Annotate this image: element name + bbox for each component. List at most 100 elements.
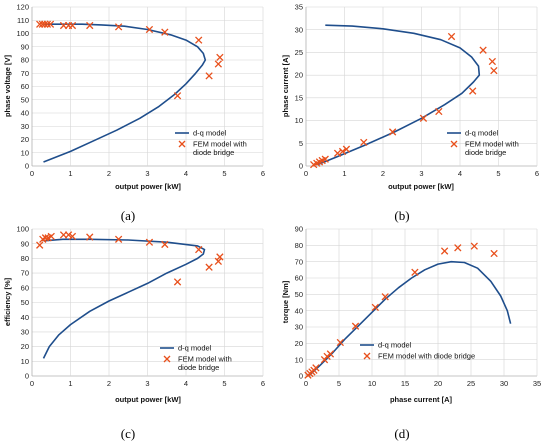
x-tick-label: 5 [337, 379, 341, 388]
x-tick-label: 0 [30, 379, 34, 388]
fem-marker [86, 233, 94, 241]
fem-marker [86, 21, 94, 30]
y-tick-label: 10 [21, 148, 29, 157]
fem-marker [68, 232, 77, 241]
fem-marker [470, 242, 478, 250]
legend-label-dq-model: d-q model [378, 341, 412, 350]
x-tick-label: 2 [107, 379, 111, 388]
fem-marker [41, 20, 49, 28]
x-tick-label: 6 [535, 169, 539, 178]
y-tick-label: 90 [21, 239, 29, 248]
series-line-dq-model [317, 24, 481, 166]
fem-marker [490, 66, 498, 75]
fem-marker [435, 107, 443, 116]
y-tick-label: 20 [295, 71, 303, 80]
x-tick-label: 3 [145, 169, 149, 178]
fem-marker [411, 268, 419, 276]
x-tick-label: 35 [533, 379, 541, 388]
y-tick-label: 60 [21, 283, 29, 292]
y-tick-label: 0 [25, 162, 29, 171]
x-tick-label: 0 [30, 169, 34, 178]
x-tick-label: 0 [304, 379, 308, 388]
chart-panel-2: 0 10 20 30 40 50 60 70 80 90 100 0 1 2 3 4 5 6 output powe… [3, 225, 265, 441]
y-tick-label: 5 [299, 139, 303, 148]
panel-label: (c) [121, 426, 135, 441]
chart-panel-3: 0 10 20 30 40 50 60 70 80 90 0 5 10 15 20 25 30 35 phase c… [281, 225, 541, 441]
fem-marker [388, 128, 397, 136]
panel-label: (a) [121, 208, 135, 223]
x-tick-label: 6 [261, 169, 265, 178]
fem-marker [216, 253, 224, 261]
fem-marker [145, 238, 154, 246]
y-tick-label: 40 [21, 313, 29, 322]
chart-panel-0: 0 10 20 30 40 50 60 70 80 90 100 110 120 0 1 2 3 4 5 6 outpu… [3, 3, 265, 223]
y-tick-label: 30 [21, 122, 29, 131]
y-tick-label: 30 [295, 323, 303, 332]
x-tick-label: 5 [222, 379, 226, 388]
fem-marker [161, 240, 169, 249]
y-tick-label: 90 [295, 225, 303, 234]
x-tick-label: 4 [184, 169, 188, 178]
y-tick-label: 110 [17, 16, 29, 25]
series-line-dq-model [308, 260, 512, 376]
fem-marker [479, 46, 487, 54]
fem-marker [173, 92, 182, 100]
fem-marker [36, 241, 44, 249]
fem-marker [338, 147, 347, 156]
y-tick-label: 60 [21, 82, 29, 91]
y-tick-label: 60 [295, 274, 303, 283]
legend-label-fem: diode bridge [465, 148, 506, 157]
y-tick-label: 70 [21, 269, 29, 278]
fem-marker [68, 21, 77, 30]
y-tick-label: 100 [16, 225, 29, 234]
y-tick-label: 0 [299, 372, 303, 381]
legend: d-q model FEM model with diode bridge [360, 341, 475, 361]
legend-marker-swatch [178, 140, 186, 148]
x-tick-label: 2 [381, 169, 385, 178]
x-tick-label: 6 [261, 379, 265, 388]
y-tick-label: 0 [299, 162, 303, 171]
fem-marker [145, 25, 154, 34]
legend-label-fem: diode bridge [178, 363, 219, 372]
fem-marker [195, 245, 203, 254]
legend-label-fem: FEM model with diode bridge [378, 352, 475, 361]
fem-marker [216, 53, 224, 62]
y-axis-label: phase current [A] [281, 54, 290, 117]
y-tick-label: 20 [21, 135, 29, 144]
y-tick-label: 120 [16, 3, 29, 12]
legend-marker-swatch [163, 355, 171, 363]
fem-marker [336, 338, 344, 347]
y-axis-label: efficiency [%] [3, 277, 12, 326]
fem-marker [321, 155, 329, 163]
fem-marker [312, 364, 320, 372]
x-axis-label: output power [kW] [115, 395, 181, 404]
fem-marker [173, 278, 182, 286]
x-tick-label: 0 [304, 169, 308, 178]
fem-marker [490, 249, 498, 258]
y-tick-label: 20 [21, 342, 29, 351]
y-tick-label: 90 [21, 42, 29, 51]
fem-marker [114, 23, 123, 31]
x-tick-label: 30 [500, 379, 508, 388]
fem-marker [419, 114, 428, 122]
y-tick-label: 0 [25, 372, 29, 381]
fem-marker [64, 231, 73, 239]
fem-marker [214, 60, 222, 68]
x-tick-label: 1 [342, 169, 346, 178]
fem-marker [447, 32, 456, 41]
x-tick-label: 25 [467, 379, 475, 388]
fem-marker [326, 350, 335, 358]
legend-label-fem: FEM model with [178, 355, 232, 364]
x-tick-label: 1 [68, 169, 72, 178]
fem-marker [43, 20, 52, 28]
fem-marker [46, 20, 55, 28]
y-tick-label: 30 [295, 25, 303, 34]
x-tick-label: 4 [184, 379, 188, 388]
legend-label-fem: FEM model with [465, 140, 519, 149]
y-tick-label: 50 [21, 95, 29, 104]
x-tick-label: 3 [145, 379, 149, 388]
x-tick-label: 2 [107, 169, 111, 178]
fem-marker [214, 257, 222, 265]
